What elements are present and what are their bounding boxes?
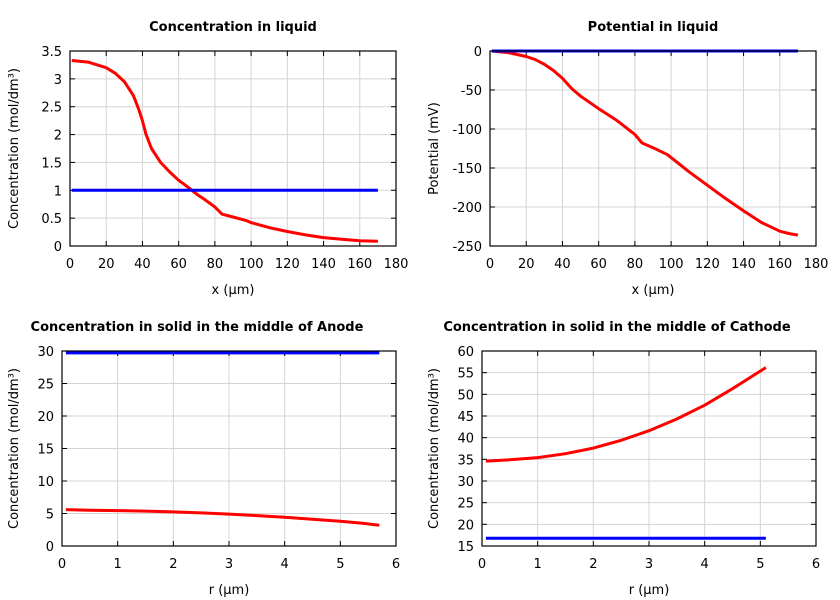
x-tick-label: 80	[627, 257, 644, 272]
x-tick-label: 140	[731, 257, 756, 272]
y-tick-label: 0	[54, 240, 62, 255]
series-line-1	[491, 49, 799, 237]
series-line-1	[485, 366, 767, 463]
x-tick-label: 0	[478, 557, 486, 572]
y-tick-label: -200	[452, 201, 482, 216]
x-axis-label: x (µm)	[212, 283, 255, 298]
x-tick-label: 100	[239, 257, 264, 272]
y-tick-label: 15	[37, 443, 54, 458]
plot-frame	[489, 50, 817, 247]
x-axis-label: r (µm)	[209, 583, 250, 598]
x-tick-label: 1	[534, 557, 542, 572]
y-tick-label: 1	[54, 184, 62, 199]
x-tick-label: 1	[114, 557, 122, 572]
y-tick-label: 2.5	[41, 101, 62, 116]
x-tick-label: 0	[66, 257, 74, 272]
y-tick-label: 0	[474, 45, 482, 60]
plot-frame	[481, 350, 817, 547]
y-axis-label: Concentration (mol/dm³)	[7, 68, 22, 229]
subplot-3: 0 1 2 3 4 5 6 0 5 10 15 20 25 30 Concentration in soli…	[7, 320, 400, 598]
y-tick-label: 5	[46, 508, 54, 523]
y-tick-label: 35	[457, 453, 474, 468]
x-tick-label: 2	[589, 557, 597, 572]
x-tick-label: 60	[590, 257, 607, 272]
plot-frame	[69, 50, 397, 247]
x-tick-label: 5	[756, 557, 764, 572]
y-tick-label: 30	[37, 345, 54, 360]
y-tick-label: 3	[54, 73, 62, 88]
chart-title: Concentration in solid in the middle of …	[443, 320, 791, 335]
y-tick-label: 25	[37, 378, 54, 393]
y-tick-label: 3.5	[41, 45, 62, 60]
x-tick-label: 5	[336, 557, 344, 572]
y-tick-label: 55	[457, 367, 474, 382]
x-tick-label: 120	[695, 257, 720, 272]
subplot-4: 0 1 2 3 4 5 615202530354045505560Concentration…	[427, 320, 820, 598]
y-tick-label: 20	[457, 518, 474, 533]
x-tick-label: 0	[58, 557, 66, 572]
y-tick-label: 2	[54, 129, 62, 144]
x-tick-label: 120	[275, 257, 300, 272]
x-tick-label: 160	[767, 257, 792, 272]
y-tick-label: 25	[457, 497, 474, 512]
plot-frame	[61, 350, 397, 547]
chart-title: Concentration in liquid	[149, 20, 317, 35]
series-line-1	[71, 59, 378, 243]
y-tick-label: -50	[461, 84, 482, 99]
y-tick-label: 60	[457, 345, 474, 360]
y-tick-label: 0	[46, 540, 54, 555]
x-tick-label: 3	[225, 557, 233, 572]
x-tick-label: 180	[384, 257, 409, 272]
y-tick-label: -150	[452, 162, 482, 177]
y-tick-label: 20	[37, 410, 54, 425]
y-tick-label: 10	[37, 475, 54, 490]
subplot-2: 0 20 40 60 80 100 120 140 160 180 -250 -200 -150 -100…	[427, 20, 828, 298]
x-tick-label: 6	[392, 557, 400, 572]
series-line-1	[65, 508, 380, 527]
x-axis-label: r (µm)	[629, 583, 670, 598]
y-axis-label: Concentration (mol/dm³)	[427, 368, 442, 529]
chart-title: Concentration in solid in the middle of …	[31, 320, 364, 335]
y-tick-label: 30	[457, 475, 474, 490]
y-tick-label: -250	[452, 240, 482, 255]
x-tick-label: 0	[486, 257, 494, 272]
y-tick-label: 0.5	[41, 212, 62, 227]
y-axis-label: Concentration (mol/dm³)	[7, 368, 22, 529]
y-tick-label: 40	[457, 432, 474, 447]
x-tick-label: 2	[169, 557, 177, 572]
x-tick-label: 140	[311, 257, 336, 272]
x-axis-label: x (µm)	[632, 283, 675, 298]
x-tick-label: 6	[812, 557, 820, 572]
x-tick-label: 40	[554, 257, 571, 272]
subplot-1: 0 20 40 60 80 100 120 140 160 180 0 0.5 1 1.5 2 2.5 3 3.5…	[7, 20, 408, 298]
chart-title: Potential in liquid	[588, 20, 719, 35]
x-tick-label: 60	[170, 257, 187, 272]
y-tick-label: 45	[457, 410, 474, 425]
y-axis-label: Potential (mV)	[427, 102, 442, 195]
x-tick-label: 4	[701, 557, 709, 572]
x-tick-label: 20	[518, 257, 535, 272]
x-tick-label: 100	[659, 257, 684, 272]
x-tick-label: 80	[207, 257, 224, 272]
x-tick-label: 180	[804, 257, 829, 272]
x-tick-label: 40	[134, 257, 151, 272]
y-tick-label: 50	[457, 388, 474, 403]
x-tick-label: 20	[98, 257, 115, 272]
y-tick-label: -100	[452, 123, 482, 138]
y-tick-label: 15	[457, 540, 474, 555]
x-tick-label: 160	[347, 257, 372, 272]
x-tick-label: 4	[281, 557, 289, 572]
x-tick-label: 3	[645, 557, 653, 572]
y-tick-label: 1.5	[41, 156, 62, 171]
